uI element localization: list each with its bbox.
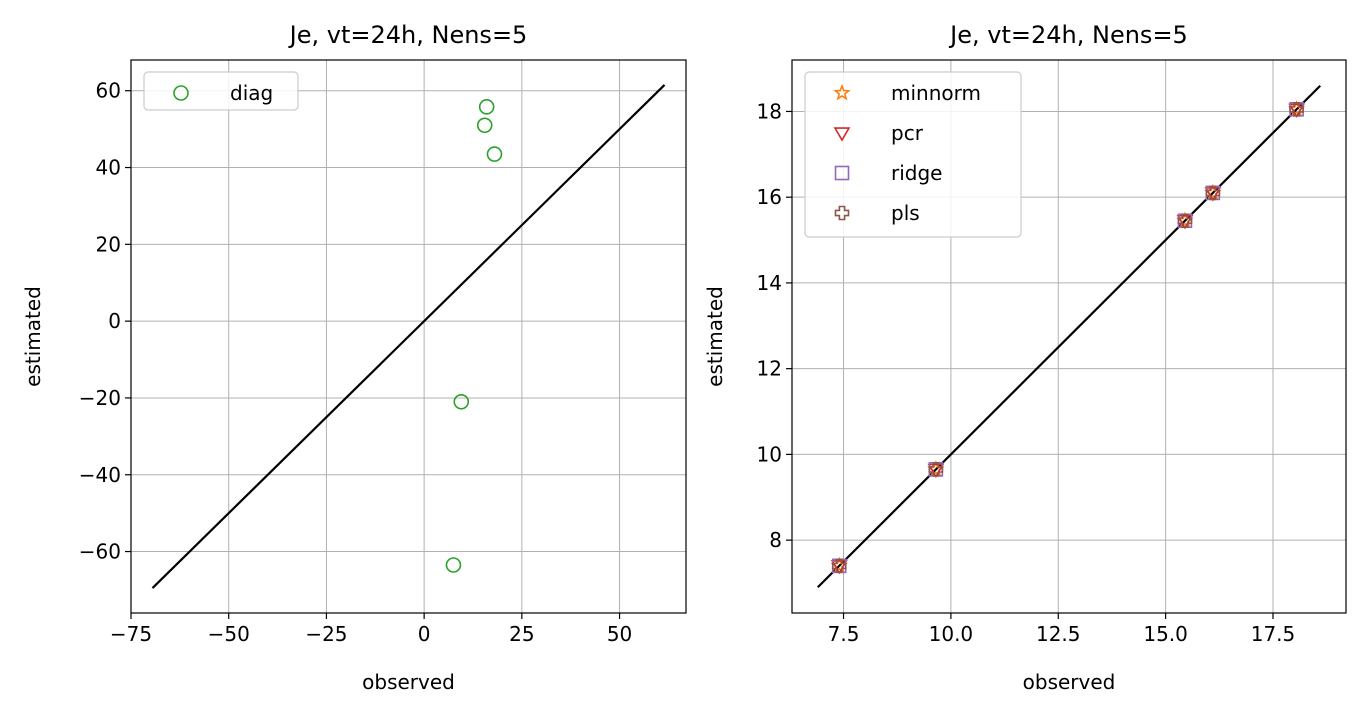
y-tick-label: −60	[79, 540, 121, 564]
data-point-diag	[445, 557, 462, 573]
legend-marker-diag	[173, 85, 189, 101]
x-tick-label: 15.0	[1143, 622, 1188, 646]
chart-title: Je, vt=24h, Nens=5	[288, 21, 528, 49]
series-diag	[445, 99, 503, 573]
identity-line	[151, 84, 666, 589]
y-tick-label: −20	[79, 386, 121, 410]
x-tick-label: 17.5	[1251, 622, 1296, 646]
y-tick-label: 8	[769, 528, 782, 552]
data-point-pcr	[830, 560, 848, 575]
y-tick-label: 60	[96, 79, 121, 103]
data-point-pcr	[927, 463, 945, 478]
data-point-pls	[1205, 185, 1221, 201]
y-tick-label: 0	[108, 309, 121, 333]
data-point-pls	[831, 558, 847, 574]
y-axis-label: estimated	[21, 286, 45, 387]
data-point-pls	[928, 462, 944, 477]
y-tick-label: 16	[757, 185, 782, 209]
x-tick-label: 25	[509, 622, 534, 646]
data-point-pcr	[1176, 215, 1194, 230]
legend-label: minnorm	[891, 81, 981, 105]
axes-frame	[791, 59, 1347, 614]
y-tick-label: 10	[757, 442, 782, 466]
x-tick-label: −25	[305, 622, 347, 646]
series-pcr	[830, 103, 1306, 575]
y-axis-label: estimated	[703, 286, 727, 387]
data-point-diag	[478, 99, 495, 115]
legend-box	[143, 71, 299, 111]
x-tick-label: 10.0	[929, 622, 974, 646]
axes-frame	[130, 59, 687, 614]
legend-label: diag	[230, 81, 273, 105]
y-tick-label: 20	[96, 232, 121, 256]
x-tick-label: 50	[607, 622, 632, 646]
chart-panel-2: 7.5 10.0 12.5 15.0 17.5 8 10 12 14 16 18 Je, vt=24h…	[703, 21, 1347, 694]
y-tick-label: 14	[757, 271, 782, 295]
y-tick-label: −40	[79, 463, 121, 487]
chart-title: Je, vt=24h, Nens=5	[948, 21, 1188, 49]
series-pls	[831, 101, 1304, 574]
y-tick-label: 12	[757, 357, 782, 381]
x-axis-label: observed	[1023, 670, 1116, 694]
data-point-diag	[453, 393, 470, 410]
data-point-diag	[486, 146, 503, 162]
legend-label: pls	[891, 201, 920, 225]
data-point-pls	[1289, 101, 1304, 117]
legend-box	[804, 71, 1022, 238]
data-point-pls	[1177, 213, 1193, 229]
x-tick-label: −50	[208, 622, 250, 646]
x-tick-label: 7.5	[828, 622, 860, 646]
legend: diag	[143, 71, 299, 111]
identity-line	[816, 84, 1322, 589]
chart-panel-1: −75 −50 −25 0 25 50 −60 −40 −20 0 20 40 60 Je, vt=24h…	[21, 21, 687, 694]
y-tick-label: 40	[96, 156, 121, 180]
data-point-diag	[476, 117, 493, 134]
legend-marker-pls	[834, 205, 850, 221]
x-axis-label: observed	[362, 670, 455, 694]
x-tick-label: −75	[110, 622, 152, 646]
legend-marker-minnorm	[833, 83, 851, 101]
x-tick-label: 12.5	[1036, 622, 1081, 646]
data-point-pcr	[1288, 103, 1306, 118]
legend: minnorm pcr ridge pls	[804, 71, 1022, 238]
legend-marker-pcr	[833, 127, 851, 142]
legend-label: pcr	[891, 121, 924, 145]
legend-label: ridge	[891, 161, 942, 185]
legend-marker-ridge	[834, 165, 850, 181]
data-point-pcr	[1204, 187, 1222, 202]
x-tick-label: 0	[418, 622, 431, 646]
y-tick-label: 18	[757, 99, 782, 123]
